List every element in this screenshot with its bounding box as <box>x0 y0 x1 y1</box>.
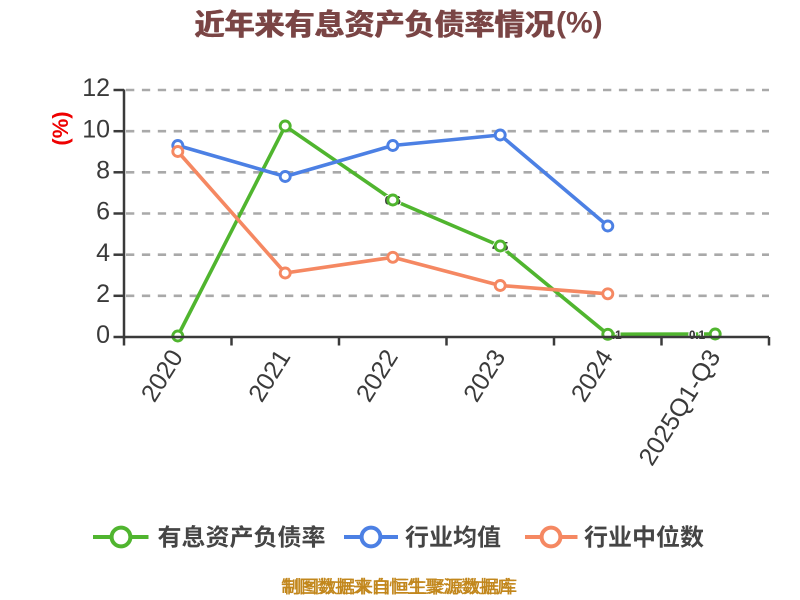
svg-text:8: 8 <box>96 157 110 185</box>
svg-text:0: 0 <box>96 321 110 349</box>
svg-text:12: 12 <box>82 74 110 102</box>
svg-text:4: 4 <box>96 239 110 267</box>
svg-text:6: 6 <box>96 198 110 226</box>
svg-text:2: 2 <box>96 280 110 308</box>
svg-text:(%): (%) <box>48 111 73 145</box>
svg-text:(%): (%) <box>556 7 603 40</box>
svg-text:10: 10 <box>82 115 110 143</box>
